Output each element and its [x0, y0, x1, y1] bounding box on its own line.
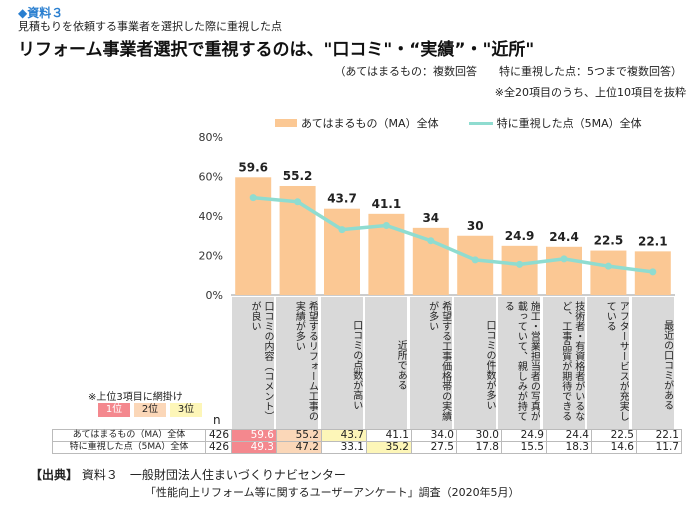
line-point: [382, 221, 390, 229]
line-point: [338, 226, 346, 234]
bar-value-label: 30: [467, 219, 484, 233]
legend-bar-swatch: [275, 119, 297, 127]
bar-value-label: 24.4: [549, 230, 579, 244]
section-tag: ◆資料３: [18, 6, 64, 20]
cell-value: 22.1: [636, 429, 682, 442]
rank-swatch: 1位: [98, 403, 130, 417]
source-line2: 「性能向上リフォーム等に関するユーザーアンケート」調査（2020年5月）: [145, 486, 520, 499]
legend: あてはまるもの（MA）全体 特に重視した点（5MA）全体: [275, 115, 642, 131]
bar: [501, 245, 538, 295]
cell-value: 24.4: [546, 429, 592, 442]
category-label: 口コミの件数が多い: [454, 297, 496, 429]
cell-value: 24.9: [501, 429, 547, 442]
legend-line: 特に重視した点（5MA）全体: [468, 115, 642, 131]
bar-value-label: 55.2: [283, 169, 313, 183]
bar: [590, 250, 627, 295]
cell-value: 41.1: [366, 429, 412, 442]
y-tick-label: 0%: [206, 289, 223, 300]
category-label: 最近の口コミがある: [631, 297, 674, 429]
y-tick-label: 60%: [199, 171, 223, 184]
cell-value: 34.0: [411, 429, 457, 442]
cell-value: 35.2: [366, 441, 412, 454]
source-label: 【出典】: [30, 468, 79, 482]
cell-value: 59.6: [231, 429, 277, 442]
n-label: n: [213, 413, 221, 427]
line-point: [427, 237, 435, 245]
category-label: アフターサービスが充実している: [587, 297, 630, 429]
y-tick-label: 80%: [199, 131, 223, 144]
data-table: あてはまるもの（MA）全体 426 59.6 55.2 43.7 41.1 34.0 30.0…: [52, 429, 682, 454]
page-title: リフォーム事業者選択で重視するのは、"口コミ"・“実績”・"近所": [18, 40, 535, 60]
highlight-note: ※上位3項目に網掛け: [88, 392, 183, 403]
subtitle: 見積もりを依頼する事業者を選択した際に重視した点: [18, 20, 282, 33]
category-label: 希望する工事価格帯の実績が多い: [409, 297, 452, 429]
cell-value: 30.0: [456, 429, 502, 442]
cell-value: 17.8: [456, 441, 502, 454]
answer-note: （あてはまるもの：複数回答 特に重視した点：5つまで複数回答）: [334, 65, 682, 78]
line-series: [253, 195, 654, 274]
bar-value-label: 34: [422, 211, 439, 225]
cell-value: 15.5: [501, 441, 547, 454]
cell-value: 55.2: [276, 429, 322, 442]
bar-value-label: 43.7: [327, 192, 357, 206]
bar-value-label: 22.1: [638, 234, 668, 248]
chart: 0% 20% 40% 60% 80% 59.6 55.2 43.7 41.1 34 30 24.9 24…: [199, 131, 675, 300]
category-label: 口コミの内容（コメント）が良い: [232, 297, 274, 429]
n-value: 426: [205, 441, 232, 454]
table-row: あてはまるもの（MA）全体 426 59.6 55.2 43.7 41.1 34.0 30.0…: [52, 429, 682, 442]
category-label: 近所である: [365, 297, 408, 429]
legend-line-label: 特に重視した点（5MA）全体: [496, 117, 642, 130]
n-value: 426: [205, 429, 232, 442]
row-label: 特に重視した点（5MA）全体: [52, 441, 206, 454]
source: 【出典】 資料３ 一般財団法人住まいづくりナビセンター: [30, 466, 346, 483]
line-point: [249, 194, 257, 202]
cell-value: 47.2: [276, 441, 322, 454]
bar: [457, 235, 494, 295]
cell-value: 33.1: [321, 441, 367, 454]
cell-value: 18.3: [546, 441, 592, 454]
cell-value: 11.7: [636, 441, 682, 454]
table-row: 特に重視した点（5MA）全体 426 49.3 47.2 33.1 35.2 27.5 17.…: [52, 441, 682, 454]
selection-note: ※全20項目のうち、上位10項目を抜粋: [494, 86, 686, 99]
category-label: 施工・営業担当者の写真が載っていて、親しみが持てる: [498, 297, 541, 429]
category-label: 技術者・有資格者がいるなど、工事品質が期待できる: [542, 297, 585, 429]
rank-swatch: 2位: [134, 403, 166, 417]
bar-value-label: 41.1: [372, 197, 402, 211]
bar-value-label: 22.5: [594, 234, 624, 248]
line-point: [604, 262, 612, 270]
legend-line-swatch: [468, 121, 493, 125]
bar-value-label: 59.6: [238, 160, 268, 174]
cell-value: 22.5: [591, 429, 637, 442]
category-label: 希望するリフォーム工事の実績が多い: [276, 297, 319, 429]
bar-value-label: 24.9: [505, 229, 535, 243]
cell-value: 43.7: [321, 429, 367, 442]
legend-bar: あてはまるもの（MA）全体: [275, 115, 439, 131]
source-line1: 資料３ 一般財団法人住まいづくりナビセンター: [81, 468, 346, 482]
y-tick-label: 40%: [199, 210, 223, 223]
bar: [546, 246, 582, 295]
line-point: [560, 255, 568, 263]
line-point: [649, 268, 657, 276]
cell-value: 27.5: [411, 441, 457, 454]
row-label: あてはまるもの（MA）全体: [52, 429, 206, 442]
line-point: [471, 256, 479, 264]
line-point: [516, 260, 524, 268]
cell-value: 14.6: [591, 441, 637, 454]
y-tick-label: 20%: [199, 250, 223, 263]
line-point: [294, 198, 302, 206]
cell-value: 49.3: [231, 441, 277, 454]
rank-swatch: 3位: [170, 403, 202, 417]
category-label: 口コミの点数が高い: [320, 297, 363, 429]
legend-bar-label: あてはまるもの（MA）全体: [301, 117, 439, 130]
